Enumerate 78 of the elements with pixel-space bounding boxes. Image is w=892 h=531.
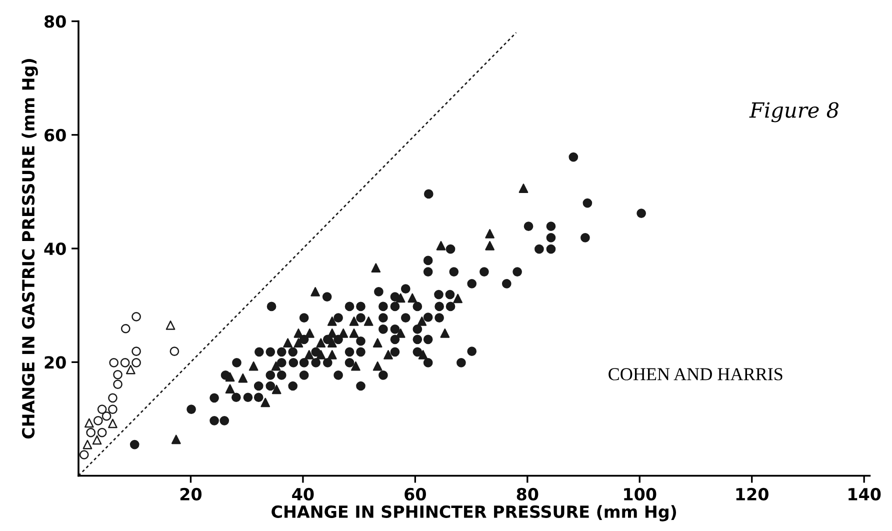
point	[440, 328, 450, 338]
point	[92, 435, 102, 445]
y-axis-title: CHANGE IN GASTRIC PRESSURE (mm Hg)	[22, 59, 38, 439]
y-tick-label: 20	[44, 356, 66, 369]
point	[349, 328, 359, 338]
y-tick-label: 40	[44, 242, 66, 256]
point	[225, 384, 235, 394]
point	[294, 328, 304, 338]
point	[271, 361, 281, 371]
point	[108, 404, 118, 414]
x-axis-title: CHANGE IN SPHINCTER PRESSURE (mm Hg)	[272, 505, 676, 522]
point	[79, 450, 89, 460]
point	[166, 320, 176, 330]
point	[225, 372, 235, 382]
point	[238, 373, 248, 383]
point	[102, 411, 112, 421]
point	[396, 293, 406, 303]
point	[84, 418, 94, 428]
point	[260, 398, 270, 408]
point	[272, 384, 282, 394]
point	[283, 338, 292, 348]
point	[384, 350, 393, 360]
point	[132, 312, 141, 322]
annotation: Figure 8	[749, 102, 839, 122]
point	[310, 287, 320, 296]
point	[93, 416, 103, 426]
x-tick-label: 20	[180, 488, 202, 500]
point	[97, 404, 107, 414]
point	[396, 328, 406, 338]
point	[372, 338, 382, 348]
point	[113, 370, 122, 380]
x-tick-label: 100	[624, 488, 656, 500]
point	[372, 361, 382, 371]
point	[82, 440, 92, 450]
point	[132, 346, 141, 356]
point	[86, 428, 96, 438]
point	[327, 338, 337, 348]
x-tick-label: 140	[848, 488, 881, 500]
point	[109, 358, 119, 368]
point	[316, 338, 326, 348]
point	[170, 346, 180, 356]
point	[294, 338, 304, 348]
point	[485, 229, 494, 238]
point	[171, 434, 181, 444]
point	[364, 316, 374, 326]
point	[108, 418, 118, 428]
point	[418, 350, 428, 360]
point	[408, 293, 418, 303]
y-tick-label: 80	[44, 15, 66, 28]
point	[327, 328, 337, 338]
point	[305, 328, 314, 338]
point	[316, 350, 326, 360]
point	[436, 240, 446, 250]
point	[327, 350, 337, 360]
point	[120, 358, 130, 368]
point	[485, 240, 494, 250]
point	[108, 393, 118, 403]
point	[97, 428, 107, 438]
point	[518, 184, 528, 193]
point	[248, 361, 258, 371]
point	[304, 350, 314, 360]
point	[351, 361, 360, 371]
x-tick-label: 60	[404, 488, 426, 500]
point	[113, 380, 122, 389]
point	[453, 294, 462, 304]
point	[120, 324, 130, 334]
x-tick-label: 80	[516, 488, 538, 500]
point	[126, 364, 136, 374]
x-tick-label: 120	[736, 488, 768, 500]
y-tick-label: 60	[44, 128, 66, 142]
point	[327, 316, 337, 326]
point	[371, 263, 381, 272]
point	[417, 316, 427, 326]
point	[338, 328, 348, 338]
point	[349, 316, 359, 326]
annotation: COHEN AND HARRIS	[608, 368, 782, 380]
point	[132, 358, 141, 368]
x-tick-label: 40	[292, 488, 314, 500]
